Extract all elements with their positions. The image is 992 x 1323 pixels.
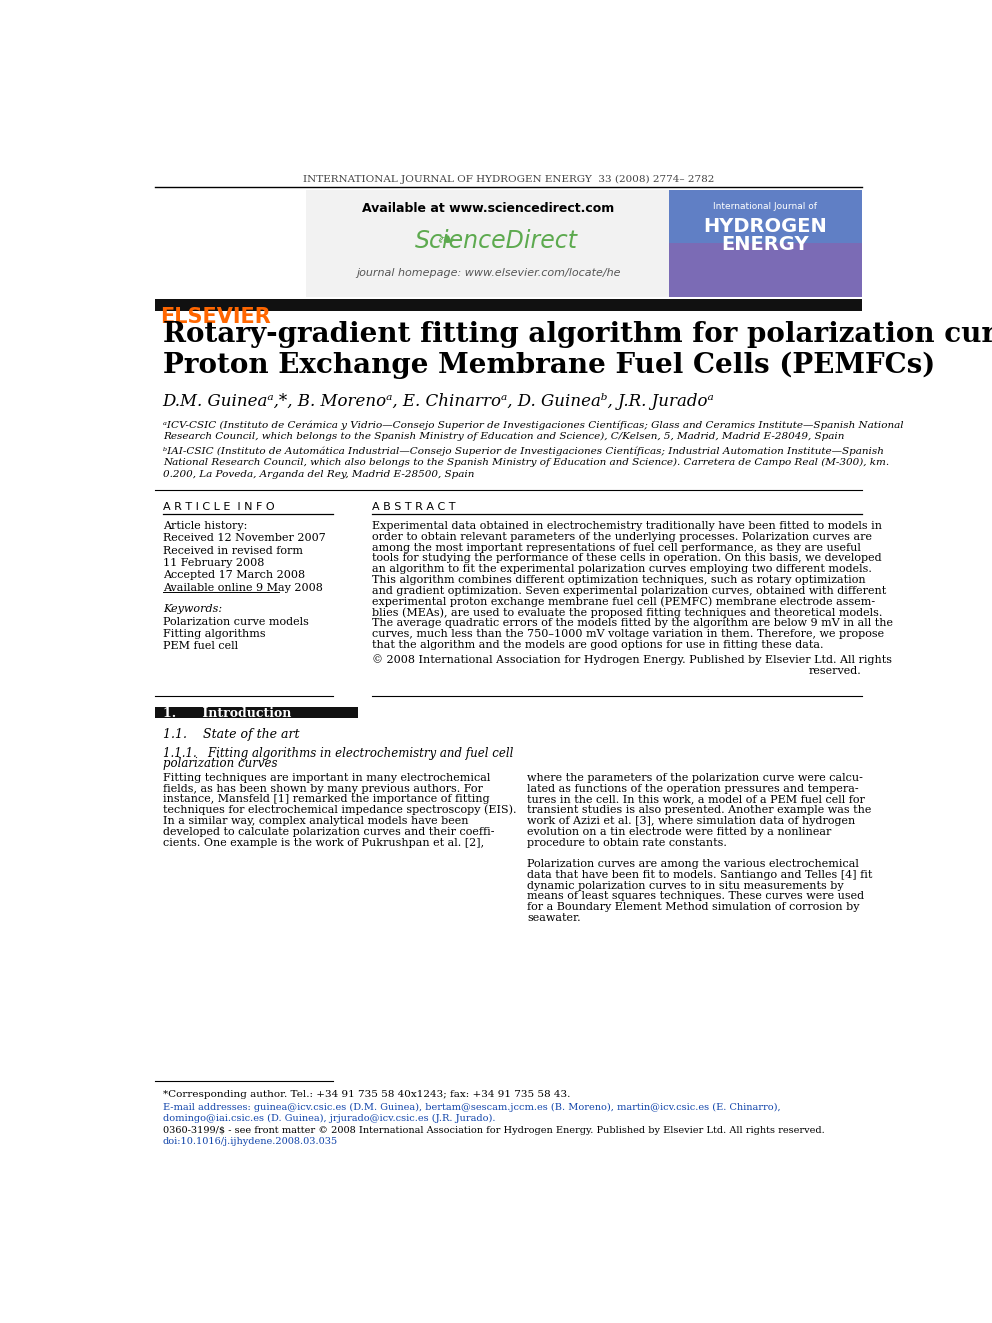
- Text: instance, Mansfeld [1] remarked the importance of fitting: instance, Mansfeld [1] remarked the impo…: [163, 794, 489, 804]
- Text: blies (MEAs), are used to evaluate the proposed fitting techniques and theoretic: blies (MEAs), are used to evaluate the p…: [372, 607, 882, 618]
- Text: and gradient optimization. Seven experimental polarization curves, obtained with: and gradient optimization. Seven experim…: [372, 586, 886, 595]
- FancyBboxPatch shape: [669, 189, 862, 243]
- FancyBboxPatch shape: [669, 189, 862, 298]
- FancyBboxPatch shape: [155, 706, 358, 718]
- Text: Experimental data obtained in electrochemistry traditionally have been fitted to: Experimental data obtained in electroche…: [372, 521, 882, 531]
- Text: Research Council, which belongs to the Spanish Ministry of Education and Science: Research Council, which belongs to the S…: [163, 433, 844, 442]
- Text: 1.1.1.   Fitting algorithms in electrochemistry and fuel cell: 1.1.1. Fitting algorithms in electrochem…: [163, 746, 513, 759]
- Text: Fitting algorithms: Fitting algorithms: [163, 628, 266, 639]
- Text: Accepted 17 March 2008: Accepted 17 March 2008: [163, 570, 305, 581]
- Text: developed to calculate polarization curves and their coeffi-: developed to calculate polarization curv…: [163, 827, 494, 836]
- Text: International Journal of: International Journal of: [713, 202, 817, 210]
- Text: fields, as has been shown by many previous authors. For: fields, as has been shown by many previo…: [163, 783, 483, 794]
- Text: ❧: ❧: [436, 232, 455, 251]
- Text: polarization curves: polarization curves: [163, 758, 277, 770]
- Text: *Corresponding author. Tel.: +34 91 735 58 40x1243; fax: +34 91 735 58 43.: *Corresponding author. Tel.: +34 91 735 …: [163, 1090, 570, 1099]
- Text: INTERNATIONAL JOURNAL OF HYDROGEN ENERGY  33 (2008) 2774– 2782: INTERNATIONAL JOURNAL OF HYDROGEN ENERGY…: [303, 175, 714, 184]
- Text: E-mail addresses: guinea@icv.csic.es (D.M. Guinea), bertam@sescam.jccm.es (B. Mo: E-mail addresses: guinea@icv.csic.es (D.…: [163, 1103, 781, 1111]
- Text: an algorithm to fit the experimental polarization curves employing two different: an algorithm to fit the experimental pol…: [372, 564, 872, 574]
- Text: ᵃICV-CSIC (Instituto de Cerámica y Vidrio—Consejo Superior de Investigaciones Ci: ᵃICV-CSIC (Instituto de Cerámica y Vidri…: [163, 421, 904, 430]
- Text: tures in the cell. In this work, a model of a PEM fuel cell for: tures in the cell. In this work, a model…: [527, 794, 865, 804]
- Text: seawater.: seawater.: [527, 913, 580, 923]
- Text: Received 12 November 2007: Received 12 November 2007: [163, 533, 325, 544]
- Text: lated as functions of the operation pressures and tempera-: lated as functions of the operation pres…: [527, 783, 859, 794]
- Text: Keywords:: Keywords:: [163, 605, 222, 614]
- Text: This algorithm combines different optimization techniques, such as rotary optimi: This algorithm combines different optimi…: [372, 576, 866, 585]
- FancyBboxPatch shape: [307, 189, 669, 298]
- Text: D.M. Guineaᵃ,*, B. Morenoᵃ, E. Chinarroᵃ, D. Guineaᵇ, J.R. Juradoᵃ: D.M. Guineaᵃ,*, B. Morenoᵃ, E. Chinarroᵃ…: [163, 393, 714, 410]
- Text: Available at www.sciencedirect.com: Available at www.sciencedirect.com: [362, 202, 614, 216]
- Text: for a Boundary Element Method simulation of corrosion by: for a Boundary Element Method simulation…: [527, 902, 859, 912]
- Text: procedure to obtain rate constants.: procedure to obtain rate constants.: [527, 837, 727, 848]
- Text: work of Azizi et al. [3], where simulation data of hydrogen: work of Azizi et al. [3], where simulati…: [527, 816, 855, 826]
- Text: tools for studying the performance of these cells in operation. On this basis, w: tools for studying the performance of th…: [372, 553, 882, 564]
- Text: techniques for electrochemical impedance spectroscopy (EIS).: techniques for electrochemical impedance…: [163, 804, 516, 815]
- Text: ENERGY: ENERGY: [721, 235, 808, 254]
- Text: 1.      Introduction: 1. Introduction: [163, 706, 291, 720]
- Text: The average quadratic errors of the models fitted by the algorithm are below 9 m: The average quadratic errors of the mode…: [372, 618, 893, 628]
- Text: domingo@iai.csic.es (D. Guinea), jrjurado@icv.csic.es (J.R. Jurado).: domingo@iai.csic.es (D. Guinea), jrjurad…: [163, 1114, 495, 1123]
- Text: 1.1.    State of the art: 1.1. State of the art: [163, 728, 300, 741]
- Text: 11 February 2008: 11 February 2008: [163, 558, 264, 568]
- Text: curves, much less than the 750–1000 mV voltage variation in them. Therefore, we : curves, much less than the 750–1000 mV v…: [372, 628, 884, 639]
- Text: 0360-3199/$ - see front matter © 2008 International Association for Hydrogen Ene: 0360-3199/$ - see front matter © 2008 In…: [163, 1126, 824, 1135]
- Text: HYDROGEN: HYDROGEN: [703, 217, 826, 235]
- Text: Polarization curves are among the various electrochemical: Polarization curves are among the variou…: [527, 859, 859, 869]
- Text: journal homepage: www.elsevier.com/locate/he: journal homepage: www.elsevier.com/locat…: [356, 267, 621, 278]
- Text: means of least squares techniques. These curves were used: means of least squares techniques. These…: [527, 892, 864, 901]
- Text: Received in revised form: Received in revised form: [163, 545, 303, 556]
- Text: ELSEVIER: ELSEVIER: [160, 307, 271, 327]
- Text: Rotary-gradient fitting algorithm for polarization curves of: Rotary-gradient fitting algorithm for po…: [163, 320, 992, 348]
- Text: cients. One example is the work of Pukrushpan et al. [2],: cients. One example is the work of Pukru…: [163, 837, 484, 848]
- Text: Polarization curve models: Polarization curve models: [163, 617, 309, 627]
- Text: order to obtain relevant parameters of the underlying processes. Polarization cu: order to obtain relevant parameters of t…: [372, 532, 872, 542]
- Text: National Research Council, which also belongs to the Spanish Ministry of Educati: National Research Council, which also be…: [163, 458, 889, 467]
- Text: among the most important representations of fuel cell performance, as they are u: among the most important representations…: [372, 542, 861, 553]
- Text: © 2008 International Association for Hydrogen Energy. Published by Elsevier Ltd.: © 2008 International Association for Hyd…: [372, 655, 892, 665]
- Text: A B S T R A C T: A B S T R A C T: [372, 501, 455, 512]
- Text: that the algorithm and the models are good options for use in fitting these data: that the algorithm and the models are go…: [372, 639, 823, 650]
- Text: reserved.: reserved.: [809, 665, 862, 676]
- Text: dynamic polarization curves to in situ measurements by: dynamic polarization curves to in situ m…: [527, 881, 843, 890]
- Text: evolution on a tin electrode were fitted by a nonlinear: evolution on a tin electrode were fitted…: [527, 827, 831, 836]
- Text: In a similar way, complex analytical models have been: In a similar way, complex analytical mod…: [163, 816, 468, 826]
- Text: where the parameters of the polarization curve were calcu-: where the parameters of the polarization…: [527, 773, 863, 783]
- Text: 0.200, La Poveda, Arganda del Rey, Madrid E-28500, Spain: 0.200, La Poveda, Arganda del Rey, Madri…: [163, 470, 474, 479]
- Text: experimental proton exchange membrane fuel cell (PEMFC) membrane electrode assem: experimental proton exchange membrane fu…: [372, 597, 875, 607]
- Text: Fitting techniques are important in many electrochemical: Fitting techniques are important in many…: [163, 773, 490, 783]
- Text: data that have been fit to models. Santiango and Telles [4] fit: data that have been fit to models. Santi…: [527, 869, 872, 880]
- Text: ScienceDirect: ScienceDirect: [415, 229, 577, 253]
- Text: Available online 9 May 2008: Available online 9 May 2008: [163, 582, 322, 593]
- FancyBboxPatch shape: [155, 299, 862, 311]
- Text: transient studies is also presented. Another example was the: transient studies is also presented. Ano…: [527, 806, 871, 815]
- Text: A R T I C L E  I N F O: A R T I C L E I N F O: [163, 501, 275, 512]
- Text: ᵇIAI-CSIC (Instituto de Automática Industrial—Consejo Superior de Investigacione: ᵇIAI-CSIC (Instituto de Automática Indus…: [163, 447, 884, 456]
- Text: Proton Exchange Membrane Fuel Cells (PEMFCs): Proton Exchange Membrane Fuel Cells (PEM…: [163, 352, 935, 378]
- Text: Article history:: Article history:: [163, 521, 247, 531]
- Text: doi:10.1016/j.ijhydene.2008.03.035: doi:10.1016/j.ijhydene.2008.03.035: [163, 1136, 338, 1146]
- Text: PEM fuel cell: PEM fuel cell: [163, 642, 238, 651]
